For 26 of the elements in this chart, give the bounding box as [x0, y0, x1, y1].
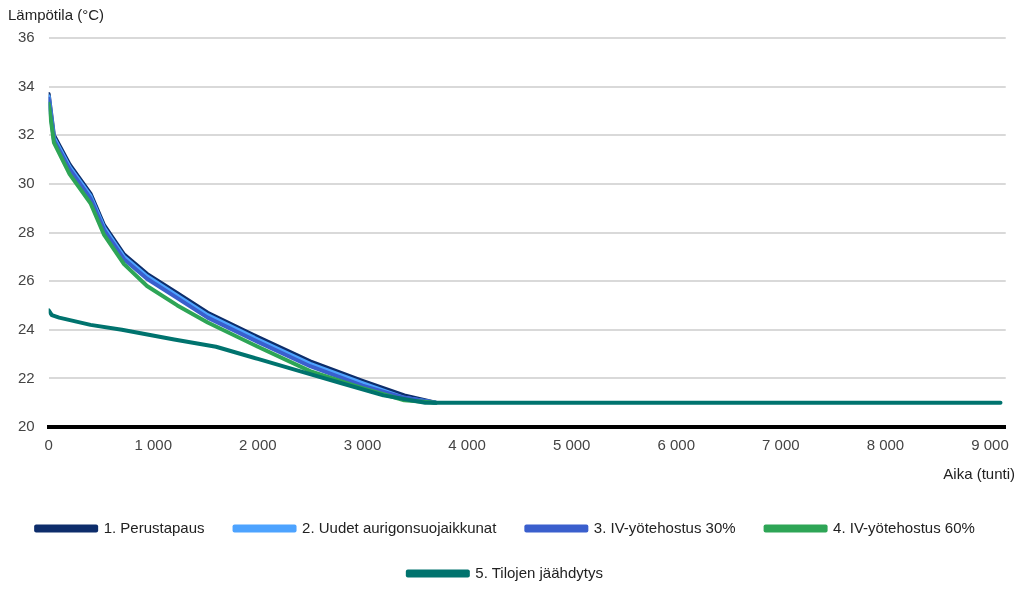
y-tick-label: 28	[18, 222, 35, 240]
x-tick-label: 5 000	[552, 436, 591, 454]
x-tick-label: 7 000	[762, 436, 800, 454]
legend-label: 3. IV-yötehostus 30%	[593, 518, 736, 536]
x-tick-label: 9 000	[971, 436, 1009, 454]
legend-label: 1. Perustapaus	[103, 518, 205, 536]
legend-label: 4. IV-yötehostus 60%	[833, 518, 975, 536]
x-tick-label: 0	[44, 436, 53, 454]
x-tick-label: 6 000	[657, 436, 696, 454]
y-axis-title: Lämpötila (°C)	[8, 5, 105, 23]
x-tick-label: 4 000	[448, 436, 486, 454]
y-tick-label: 20	[18, 417, 35, 435]
y-tick-label: 22	[18, 368, 35, 386]
legend-label: 2. Uudet aurigonsuojaikkunat	[302, 518, 498, 536]
y-tick-label: 32	[18, 125, 35, 143]
x-axis-title: Aika (tunti)	[943, 464, 1015, 482]
x-tick-label: 2 000	[239, 436, 277, 454]
y-tick-label: 34	[18, 76, 35, 94]
x-tick-label: 8 000	[866, 436, 905, 454]
y-tick-label: 30	[18, 174, 35, 192]
y-tick-label: 36	[18, 28, 35, 46]
y-tick-label: 24	[18, 319, 35, 337]
y-tick-label: 26	[18, 271, 35, 289]
x-tick-label: 1 000	[134, 436, 173, 454]
legend-label: 5. Tilojen jäähdytys	[475, 563, 603, 581]
x-tick-label: 3 000	[343, 436, 382, 454]
